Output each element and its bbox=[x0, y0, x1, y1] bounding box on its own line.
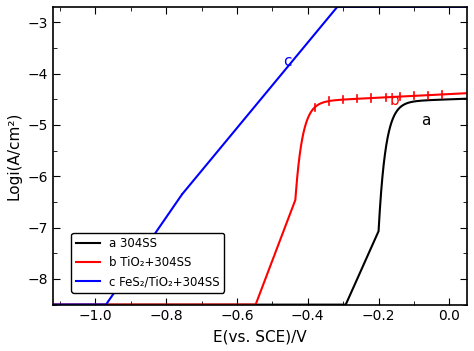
a 304SS bbox=[450, 97, 456, 101]
b TiO₂+304SS bbox=[464, 91, 470, 95]
c FeS₂/TiO₂+304SS bbox=[289, 60, 294, 64]
c FeS₂/TiO₂+304SS bbox=[229, 132, 235, 136]
b TiO₂+304SS bbox=[293, 184, 299, 188]
a 304SS bbox=[394, 108, 400, 112]
a 304SS bbox=[364, 255, 370, 259]
b TiO₂+304SS bbox=[460, 91, 466, 95]
c FeS₂/TiO₂+304SS bbox=[212, 153, 218, 157]
Line: b TiO₂+304SS: b TiO₂+304SS bbox=[274, 93, 467, 255]
c FeS₂/TiO₂+304SS bbox=[464, 5, 470, 9]
a 304SS bbox=[371, 240, 376, 244]
a 304SS bbox=[462, 97, 468, 101]
c FeS₂/TiO₂+304SS bbox=[459, 5, 465, 9]
c FeS₂/TiO₂+304SS bbox=[301, 45, 307, 49]
Text: c: c bbox=[283, 54, 292, 69]
a 304SS bbox=[464, 97, 470, 101]
Text: a: a bbox=[421, 113, 430, 128]
b TiO₂+304SS bbox=[346, 97, 351, 101]
Text: b: b bbox=[389, 93, 399, 108]
a 304SS bbox=[400, 104, 405, 108]
c FeS₂/TiO₂+304SS bbox=[334, 5, 340, 9]
Line: c FeS₂/TiO₂+304SS: c FeS₂/TiO₂+304SS bbox=[182, 7, 467, 194]
Line: a 304SS: a 304SS bbox=[354, 99, 467, 286]
c FeS₂/TiO₂+304SS bbox=[180, 192, 185, 196]
X-axis label: E(vs. SCE)/V: E(vs. SCE)/V bbox=[213, 329, 307, 344]
b TiO₂+304SS bbox=[440, 92, 446, 97]
a 304SS bbox=[351, 284, 357, 288]
Y-axis label: Logi(A/cm²): Logi(A/cm²) bbox=[7, 112, 22, 200]
b TiO₂+304SS bbox=[305, 116, 311, 120]
b TiO₂+304SS bbox=[354, 97, 359, 101]
b TiO₂+304SS bbox=[272, 253, 277, 257]
Legend: a 304SS, b TiO₂+304SS, c FeS₂/TiO₂+304SS: a 304SS, b TiO₂+304SS, c FeS₂/TiO₂+304SS bbox=[71, 232, 224, 293]
c FeS₂/TiO₂+304SS bbox=[428, 5, 434, 9]
